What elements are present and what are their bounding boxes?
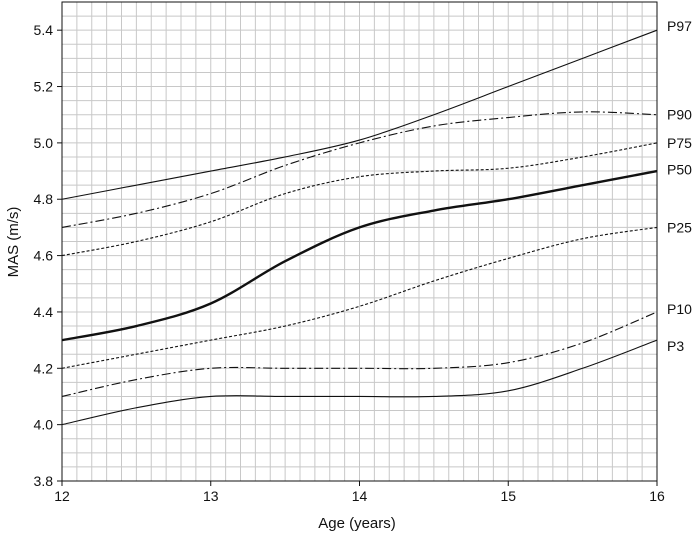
y-axis-title: MAS (m/s) <box>5 207 22 278</box>
series-label-p75: P75 <box>667 135 692 151</box>
series-line-p50 <box>61 169 658 342</box>
y-tick-label: 4.2 <box>34 360 54 376</box>
series-label-p97: P97 <box>667 18 692 34</box>
series-label-p25: P25 <box>667 219 692 235</box>
series-label-p3: P3 <box>667 338 684 354</box>
series-line-p3 <box>61 339 658 426</box>
y-tick-label: 4.4 <box>34 304 54 320</box>
grid <box>61 1 658 482</box>
series-label-p90: P90 <box>667 107 692 123</box>
series-line-p90 <box>61 111 658 228</box>
y-tick-label: 5.0 <box>34 135 54 151</box>
series-line-p97 <box>61 29 658 200</box>
y-tick-label: 4.8 <box>34 191 54 207</box>
series-labels: P97 P90 P75 P50 P25 P10 P3 <box>667 18 692 354</box>
series-label-p10: P10 <box>667 301 692 317</box>
axes: 12 13 14 15 16 3.8 4.0 4.2 4.4 4.6 4.8 5.0 5.2 5.4 <box>34 22 665 504</box>
y-tick-label: 3.8 <box>34 473 54 489</box>
y-tick-label: 4.6 <box>34 248 54 264</box>
y-tick-label: 5.2 <box>34 79 54 95</box>
x-tick-label: 13 <box>203 488 219 504</box>
y-tick-label: 5.4 <box>34 22 54 38</box>
series-label-p50: P50 <box>667 162 692 178</box>
x-tick-label: 16 <box>649 488 665 504</box>
x-axis-title: Age (years) <box>318 515 396 532</box>
series-line-p75 <box>61 142 658 257</box>
x-tick-label: 14 <box>352 488 368 504</box>
series-line-p10 <box>61 311 658 398</box>
y-tick-label: 4.0 <box>34 417 54 433</box>
x-tick-label: 15 <box>500 488 516 504</box>
x-tick-label: 12 <box>54 488 70 504</box>
percentile-lines <box>61 29 658 426</box>
